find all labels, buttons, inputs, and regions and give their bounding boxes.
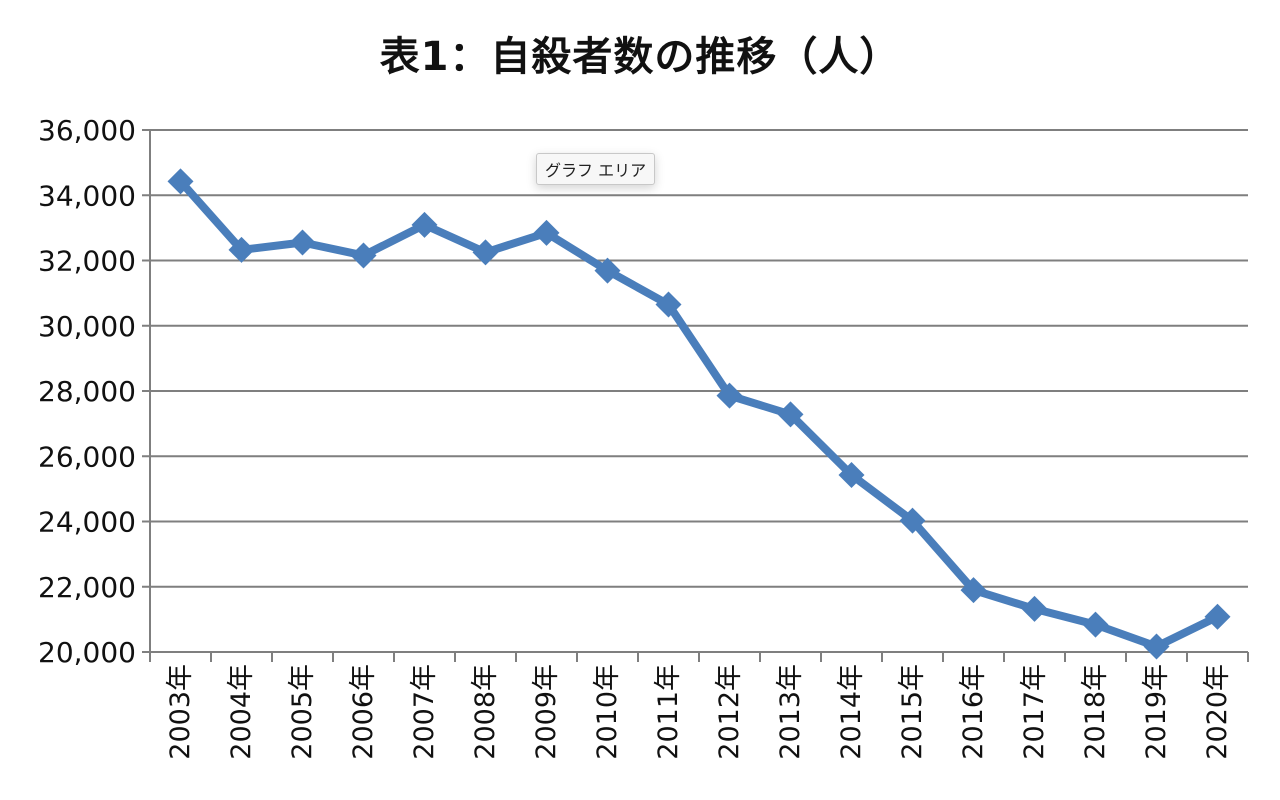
x-tick-label: 2007年: [409, 664, 440, 760]
x-tick-label: 2012年: [714, 664, 745, 760]
data-point-marker[interactable]: [594, 257, 621, 284]
x-tick-label: 2011年: [653, 664, 684, 760]
data-point-marker[interactable]: [777, 401, 804, 428]
y-tick-label: 34,000: [38, 179, 136, 212]
data-point-marker[interactable]: [1082, 611, 1109, 638]
x-tick-label: 2015年: [897, 664, 928, 760]
data-point-marker[interactable]: [533, 219, 560, 246]
series-markers: [167, 168, 1231, 660]
series-line: [176, 177, 1222, 651]
x-tick-label: 2003年: [165, 664, 196, 760]
data-point-marker[interactable]: [899, 507, 926, 534]
x-tick-label: 2014年: [836, 664, 867, 760]
x-tick-label: 2006年: [348, 664, 379, 760]
x-tick-label: 2005年: [287, 664, 318, 760]
data-point-marker[interactable]: [655, 291, 682, 318]
y-tick-label: 36,000: [38, 114, 136, 147]
data-point-marker[interactable]: [716, 382, 743, 409]
x-tick-label: 2013年: [775, 664, 806, 760]
data-point-marker[interactable]: [1143, 633, 1170, 660]
data-point-marker[interactable]: [350, 242, 377, 269]
data-point-marker[interactable]: [167, 168, 194, 195]
data-point-marker[interactable]: [960, 577, 987, 604]
x-tick-label: 2009年: [531, 664, 562, 760]
grid-lines: [142, 129, 1248, 653]
x-tick-label: 2018年: [1080, 664, 1111, 760]
data-point-marker[interactable]: [472, 239, 499, 266]
x-tick-label: 2010年: [592, 664, 623, 760]
y-tick-label: 30,000: [38, 310, 136, 343]
y-tick-label: 20,000: [38, 636, 136, 669]
data-point-marker[interactable]: [411, 211, 438, 238]
chart-area-tooltip: グラフ エリア: [536, 153, 656, 185]
data-point-marker[interactable]: [289, 229, 316, 256]
x-tick-label: 2016年: [958, 664, 989, 760]
x-tick-label: 2008年: [470, 664, 501, 760]
x-tick-label: 2020年: [1202, 664, 1233, 760]
y-axis: 20,000 22,000 24,000 26,000 28,000 30,000 32,0…: [38, 114, 151, 669]
y-tick-label: 24,000: [38, 506, 136, 539]
data-point-marker[interactable]: [1204, 603, 1231, 630]
series-line-path: [176, 177, 1222, 651]
x-axis: 2003年 2004年 2005年 2006年 2007年 2008年 2009年 2010年…: [149, 651, 1249, 760]
y-tick-label: 28,000: [38, 375, 136, 408]
data-point-marker[interactable]: [1021, 595, 1048, 622]
data-point-marker[interactable]: [838, 461, 865, 488]
x-tick-label: 2004年: [226, 664, 257, 760]
data-point-marker[interactable]: [228, 236, 255, 263]
y-tick-label: 32,000: [38, 245, 136, 278]
x-tick-label: 2017年: [1019, 664, 1050, 760]
x-tick-label: 2019年: [1141, 664, 1172, 760]
y-tick-label: 22,000: [38, 571, 136, 604]
chart-title: 表1：自殺者数の推移（人）: [379, 34, 901, 80]
y-tick-label: 26,000: [38, 440, 136, 473]
